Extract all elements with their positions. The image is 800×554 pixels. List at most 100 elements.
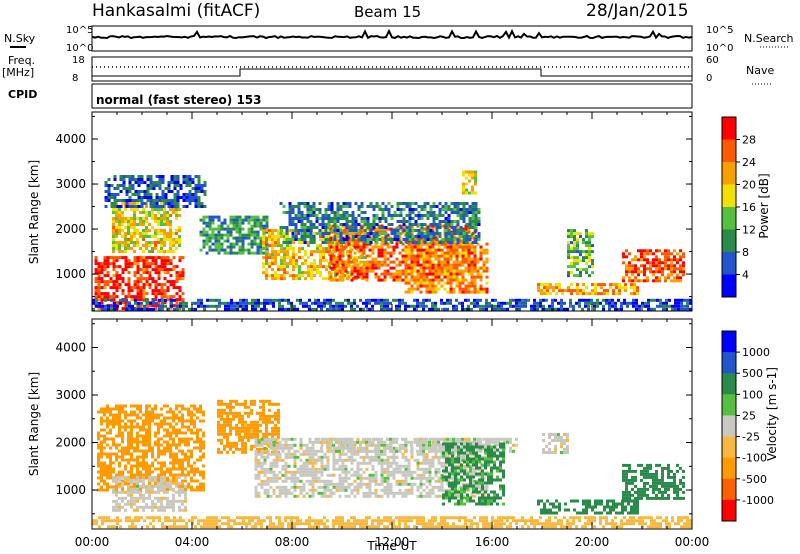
power-cell (536, 304, 539, 308)
power-cell (199, 230, 203, 234)
power-cell (371, 266, 375, 270)
velocity-cell (109, 407, 112, 411)
power-cell (640, 270, 643, 274)
power-cell (303, 217, 307, 220)
power-cell (455, 245, 459, 249)
velocity-cell (109, 464, 112, 468)
velocity-cell (109, 419, 112, 423)
velocity-cell (115, 505, 118, 509)
power-cell (169, 235, 172, 238)
power-cell (659, 301, 662, 305)
power-cell (635, 298, 638, 302)
power-cell (143, 193, 147, 196)
power-cell (107, 196, 111, 199)
velocity-cell (235, 411, 238, 415)
power-cell (438, 232, 442, 235)
power-cell (410, 248, 414, 252)
power-cell (169, 244, 172, 247)
power-cell (462, 238, 466, 241)
power-cell (686, 304, 689, 308)
power-cell (217, 242, 221, 246)
power-cell (172, 244, 175, 247)
power-cell (307, 256, 310, 260)
power-cell (620, 307, 623, 311)
power-cell (194, 205, 198, 208)
power-cell (576, 244, 579, 248)
power-cell (95, 298, 98, 302)
power-cell (115, 220, 118, 223)
velocity-cell (142, 484, 145, 488)
power-cell (134, 178, 138, 181)
velocity-cell (253, 399, 256, 403)
power-cell (374, 227, 378, 231)
power-cell (130, 217, 133, 220)
power-cell (417, 214, 421, 217)
power-cell (419, 269, 423, 273)
power-cell (479, 272, 483, 276)
power-cell (591, 235, 594, 239)
power-cell (467, 254, 471, 258)
power-cell (540, 289, 543, 293)
power-cell (637, 258, 640, 262)
power-cell (294, 223, 298, 226)
power-cell (458, 269, 462, 273)
power-cell (161, 190, 165, 193)
power-cell (420, 226, 424, 229)
power-cell (437, 272, 441, 276)
power-cell (175, 238, 178, 241)
power-cell (336, 208, 340, 211)
power-cell (573, 262, 576, 266)
power-cell (414, 202, 418, 205)
power-cell (425, 245, 429, 249)
velocity-cell (226, 414, 229, 418)
power-cell (241, 251, 245, 255)
power-cell (295, 262, 298, 266)
power-cell (446, 266, 450, 270)
power-cell (278, 301, 281, 305)
velocity-cell (100, 416, 103, 420)
power-cell (431, 251, 435, 255)
power-cell (606, 292, 609, 296)
velocity-cell (130, 490, 133, 494)
power-cell (332, 245, 336, 249)
velocity-cell (124, 490, 127, 494)
power-cell (113, 205, 117, 208)
power-cell (133, 241, 136, 244)
power-cell (377, 301, 380, 305)
power-cell (438, 241, 442, 244)
velocity-cell (103, 461, 106, 465)
power-cell (450, 208, 454, 211)
power-cell (399, 241, 403, 244)
power-cell (467, 263, 471, 267)
power-cell (169, 226, 172, 229)
power-cell (226, 233, 230, 237)
power-cell (377, 248, 381, 252)
power-cell (679, 255, 682, 259)
power-cell (119, 301, 122, 305)
power-cell (170, 190, 174, 193)
velocity-cell (136, 464, 139, 468)
power-cell (434, 290, 438, 294)
power-cell (238, 224, 242, 228)
velocity-cell (115, 458, 118, 462)
velocity-cell (250, 447, 253, 451)
power-cell (423, 241, 427, 244)
power-cell (106, 280, 110, 284)
power-cell (410, 260, 414, 264)
velocity-cell (163, 440, 166, 444)
power-cell (306, 220, 310, 223)
power-cell (224, 307, 227, 311)
velocity-cell (199, 488, 202, 492)
power-cell (280, 250, 283, 254)
power-cell (130, 295, 134, 299)
velocity-cell (133, 449, 136, 453)
power-cell (131, 184, 135, 187)
velocity-cell (100, 434, 103, 438)
power-cell (121, 235, 124, 238)
power-cell (488, 304, 491, 308)
power-cell (250, 218, 254, 222)
power-cell (449, 263, 453, 267)
power-cell (350, 304, 353, 308)
velocity-cell (115, 422, 118, 426)
power-cell (459, 217, 463, 220)
